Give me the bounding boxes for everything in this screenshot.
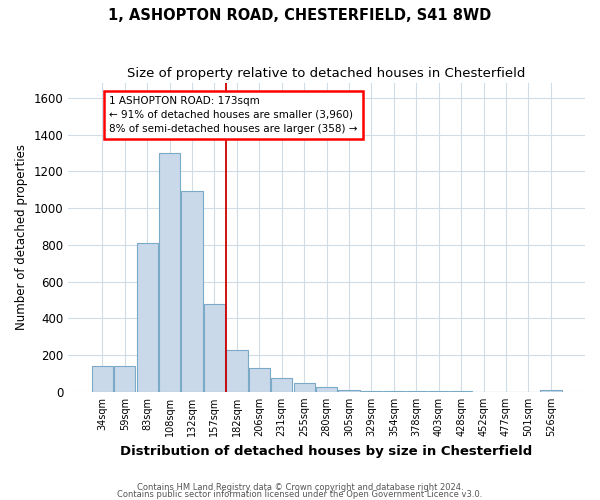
Bar [226,350,248,392]
Bar [181,192,203,392]
Bar [137,243,158,392]
Text: Contains public sector information licensed under the Open Government Licence v3: Contains public sector information licen… [118,490,482,499]
Bar [293,382,315,392]
Bar [204,304,225,392]
Text: 1 ASHOPTON ROAD: 173sqm
← 91% of detached houses are smaller (3,960)
8% of semi-: 1 ASHOPTON ROAD: 173sqm ← 91% of detache… [109,96,358,134]
Bar [248,368,270,392]
Y-axis label: Number of detached properties: Number of detached properties [15,144,28,330]
Bar [338,390,359,392]
Bar [361,391,382,392]
X-axis label: Distribution of detached houses by size in Chesterfield: Distribution of detached houses by size … [121,444,533,458]
Bar [159,153,180,392]
Bar [92,366,113,392]
Text: Contains HM Land Registry data © Crown copyright and database right 2024.: Contains HM Land Registry data © Crown c… [137,484,463,492]
Bar [271,378,292,392]
Bar [114,366,136,392]
Bar [383,391,404,392]
Title: Size of property relative to detached houses in Chesterfield: Size of property relative to detached ho… [127,68,526,80]
Bar [316,387,337,392]
Bar [540,390,562,392]
Text: 1, ASHOPTON ROAD, CHESTERFIELD, S41 8WD: 1, ASHOPTON ROAD, CHESTERFIELD, S41 8WD [109,8,491,22]
